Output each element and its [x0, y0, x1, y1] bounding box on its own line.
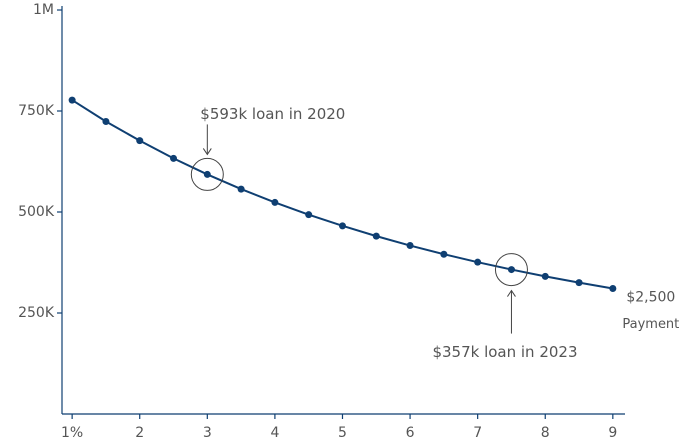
point: [372, 232, 380, 240]
x-tick-label: 5: [338, 425, 347, 441]
highlight-ring: [494, 253, 528, 287]
point: [575, 279, 583, 287]
point: [609, 284, 617, 292]
series-label: $2,500: [626, 289, 675, 305]
point: [474, 258, 482, 266]
point: [507, 266, 515, 274]
x-tick-label: 1%: [61, 425, 83, 441]
point: [237, 185, 245, 193]
y-tick-label: 750K: [18, 103, 55, 119]
point: [338, 222, 346, 230]
point: [271, 198, 279, 206]
arrow-head: [507, 289, 516, 297]
x-tick-label: 3: [203, 425, 212, 441]
point: [203, 170, 211, 178]
x-tick-label: 7: [473, 425, 482, 441]
point: [406, 242, 414, 250]
arrow-head: [202, 148, 212, 156]
y-tick-label: 1M: [33, 2, 54, 18]
point: [102, 118, 110, 126]
point: [136, 137, 144, 145]
point: [68, 96, 76, 104]
x-tick-label: 8: [541, 425, 550, 441]
series-label: Payment: [622, 317, 679, 332]
series-line: [71, 99, 614, 290]
y-tick-label: 250K: [18, 305, 55, 321]
x-tick-label: 2: [135, 425, 144, 441]
point: [170, 154, 178, 162]
x-tick-label: 6: [406, 425, 415, 441]
point: [305, 211, 313, 219]
y-tick-label: 500K: [18, 204, 55, 220]
x-tick-label: 4: [270, 425, 279, 441]
annotation: $593k loan in 2020: [200, 105, 345, 123]
x-tick-label: 9: [608, 425, 617, 441]
annotation: $357k loan in 2023: [432, 343, 577, 361]
point: [440, 250, 448, 258]
point: [541, 272, 549, 280]
highlight-ring: [190, 157, 224, 191]
